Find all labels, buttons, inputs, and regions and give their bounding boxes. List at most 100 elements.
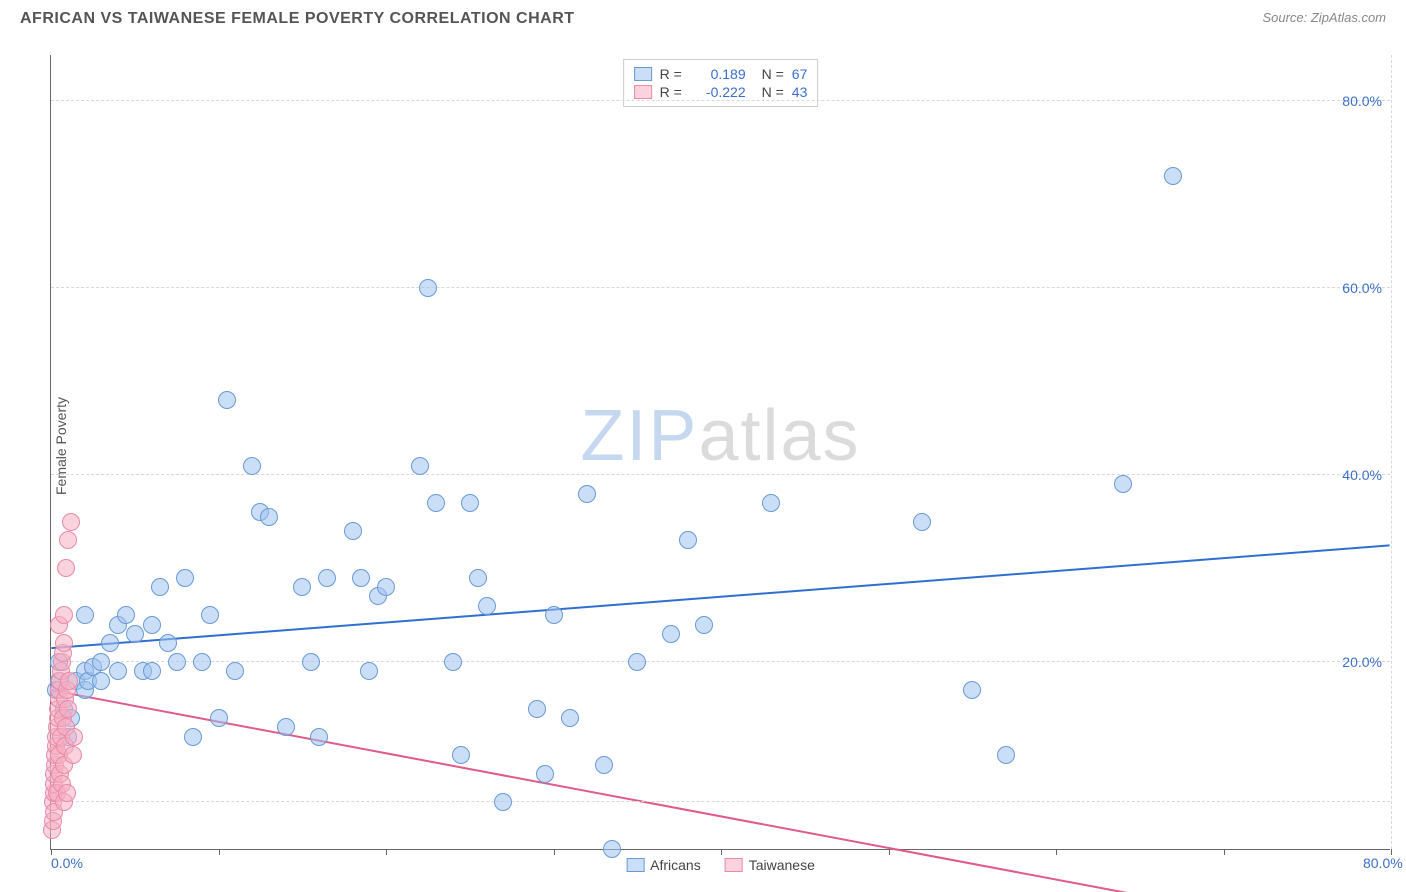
scatter-point: [762, 494, 780, 512]
x-tick: [386, 849, 387, 855]
x-tick: [1056, 849, 1057, 855]
scatter-point: [411, 457, 429, 475]
r-label: R =: [660, 84, 688, 100]
scatter-point: [461, 494, 479, 512]
scatter-point: [117, 606, 135, 624]
scatter-point: [318, 569, 336, 587]
legend-correlation-row: R =-0.222N =43: [634, 84, 808, 100]
chart-title: AFRICAN VS TAIWANESE FEMALE POVERTY CORR…: [20, 10, 575, 28]
watermark-left: ZIP: [580, 396, 698, 476]
legend-swatch: [626, 858, 644, 872]
scatter-point: [444, 653, 462, 671]
scatter-point: [1114, 475, 1132, 493]
scatter-point: [536, 765, 554, 783]
scatter-point: [226, 662, 244, 680]
x-tick-label: 0.0%: [51, 855, 83, 871]
y-tick-label: 80.0%: [1342, 93, 1382, 109]
scatter-point: [603, 840, 621, 858]
scatter-point: [243, 457, 261, 475]
scatter-point: [260, 508, 278, 526]
legend-series-label: Africans: [650, 857, 701, 873]
y-tick-label: 40.0%: [1342, 467, 1382, 483]
scatter-point: [662, 625, 680, 643]
scatter-point: [55, 606, 73, 624]
scatter-point: [193, 653, 211, 671]
x-tick: [1224, 849, 1225, 855]
scatter-point: [494, 793, 512, 811]
r-value: 0.189: [696, 66, 746, 82]
scatter-point: [545, 606, 563, 624]
legend-swatch: [725, 858, 743, 872]
scatter-point: [595, 756, 613, 774]
scatter-point: [109, 662, 127, 680]
scatter-point: [344, 522, 362, 540]
scatter-point: [528, 700, 546, 718]
scatter-point: [963, 681, 981, 699]
trend-lines: [51, 55, 1390, 849]
scatter-point: [218, 391, 236, 409]
scatter-point: [452, 746, 470, 764]
scatter-point: [913, 513, 931, 531]
scatter-point: [628, 653, 646, 671]
scatter-point: [1164, 167, 1182, 185]
header: AFRICAN VS TAIWANESE FEMALE POVERTY CORR…: [0, 0, 1406, 28]
scatter-point: [427, 494, 445, 512]
scatter-point: [101, 634, 119, 652]
scatter-point: [679, 531, 697, 549]
scatter-point: [997, 746, 1015, 764]
scatter-point: [293, 578, 311, 596]
source-label: Source: ZipAtlas.com: [1262, 10, 1386, 25]
scatter-point: [59, 531, 77, 549]
scatter-point: [360, 662, 378, 680]
gridline-vertical: [1391, 55, 1392, 849]
y-tick-label: 60.0%: [1342, 280, 1382, 296]
scatter-point: [65, 728, 83, 746]
scatter-point: [419, 279, 437, 297]
scatter-point: [578, 485, 596, 503]
scatter-point: [561, 709, 579, 727]
scatter-point: [159, 634, 177, 652]
x-tick-label: 80.0%: [1363, 855, 1403, 871]
scatter-point: [277, 718, 295, 736]
x-tick: [889, 849, 890, 855]
scatter-point: [176, 569, 194, 587]
x-tick: [721, 849, 722, 855]
legend-swatch: [634, 67, 652, 81]
legend-series-item: Taiwanese: [725, 857, 815, 873]
gridline-horizontal: [51, 287, 1390, 288]
n-label: N =: [762, 66, 784, 82]
scatter-point: [57, 559, 75, 577]
scatter-point: [92, 653, 110, 671]
scatter-point: [201, 606, 219, 624]
scatter-point: [151, 578, 169, 596]
gridline-horizontal: [51, 801, 1390, 802]
legend-correlation-row: R =0.189N =67: [634, 66, 808, 82]
scatter-point: [55, 634, 73, 652]
scatter-chart: ZIPatlas R =0.189N =67R =-0.222N =43 Afr…: [50, 55, 1390, 850]
watermark: ZIPatlas: [580, 395, 860, 477]
scatter-point: [352, 569, 370, 587]
legend-swatch: [634, 85, 652, 99]
scatter-point: [92, 672, 110, 690]
scatter-point: [76, 606, 94, 624]
scatter-point: [143, 662, 161, 680]
r-label: R =: [660, 66, 688, 82]
gridline-horizontal: [51, 661, 1390, 662]
trend-line: [51, 545, 1389, 648]
scatter-point: [62, 513, 80, 531]
legend-series: Africans Taiwanese: [626, 857, 815, 873]
scatter-point: [377, 578, 395, 596]
scatter-point: [143, 616, 161, 634]
scatter-point: [478, 597, 496, 615]
scatter-point: [168, 653, 186, 671]
y-tick-label: 20.0%: [1342, 654, 1382, 670]
scatter-point: [58, 784, 76, 802]
scatter-point: [64, 746, 82, 764]
x-tick: [219, 849, 220, 855]
legend-series-label: Taiwanese: [749, 857, 815, 873]
gridline-horizontal: [51, 100, 1390, 101]
scatter-point: [302, 653, 320, 671]
scatter-point: [469, 569, 487, 587]
legend-series-item: Africans: [626, 857, 701, 873]
n-label: N =: [762, 84, 784, 100]
